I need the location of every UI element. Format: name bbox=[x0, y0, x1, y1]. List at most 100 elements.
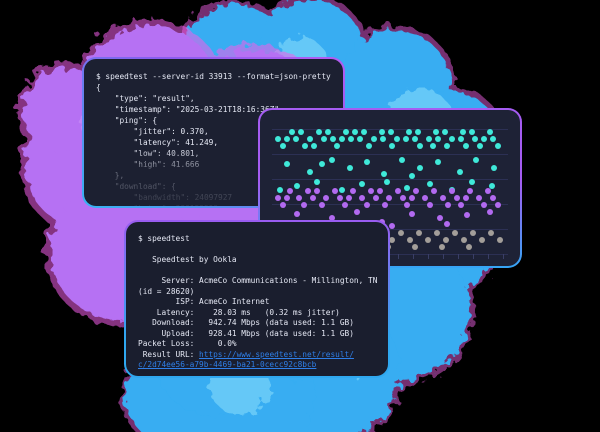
data-point-cyan-band bbox=[460, 129, 466, 135]
result-url-link[interactable]: https://www.speedtest.net/result/ bbox=[199, 349, 354, 359]
data-point-cyan-band bbox=[294, 183, 300, 189]
data-point-cyan-band bbox=[311, 143, 317, 149]
data-point-cyan-band bbox=[435, 136, 441, 142]
terminal-result-window: $ speedtest Speedtest by Ookla Server: A… bbox=[124, 220, 390, 378]
speedtest-title: Speedtest by Ookla bbox=[138, 255, 237, 264]
server-id-line: (id = 28620) bbox=[138, 286, 195, 296]
data-point-gray-band bbox=[479, 237, 485, 243]
data-point-purple-band bbox=[487, 209, 493, 215]
data-point-purple-band bbox=[431, 188, 437, 194]
data-point-cyan-band bbox=[384, 179, 390, 185]
data-point-cyan-band bbox=[469, 179, 475, 185]
data-point-purple-band bbox=[445, 202, 451, 208]
data-point-gray-band bbox=[416, 230, 422, 236]
data-point-cyan-band bbox=[457, 169, 463, 175]
axis-tick bbox=[503, 254, 504, 259]
terminal-output-line: "type": "result", bbox=[96, 94, 195, 103]
data-point-purple-band bbox=[382, 202, 388, 208]
data-point-cyan-band bbox=[352, 129, 358, 135]
data-point-cyan-band bbox=[325, 129, 331, 135]
axis-tick bbox=[488, 254, 489, 259]
data-point-purple-band bbox=[400, 195, 406, 201]
data-point-cyan-band bbox=[316, 129, 322, 135]
gridline bbox=[272, 204, 508, 205]
data-point-purple-band bbox=[280, 202, 286, 208]
gridline bbox=[272, 254, 508, 255]
data-point-cyan-band bbox=[307, 169, 313, 175]
data-point-purple-band bbox=[319, 202, 325, 208]
data-point-purple-band bbox=[444, 221, 450, 227]
data-point-purple-band bbox=[294, 211, 300, 217]
data-point-purple-band bbox=[409, 195, 415, 201]
data-point-cyan-band bbox=[364, 159, 370, 165]
data-point-cyan-band bbox=[321, 136, 327, 142]
data-point-purple-band bbox=[404, 202, 410, 208]
data-point-purple-band bbox=[314, 188, 320, 194]
terminal-output-line: "latency": 41.249, bbox=[96, 138, 219, 147]
data-point-cyan-band bbox=[489, 183, 495, 189]
terminal-output-line bbox=[138, 266, 380, 277]
data-point-cyan-band bbox=[430, 143, 436, 149]
data-point-cyan-band bbox=[330, 136, 336, 142]
data-point-cyan-band bbox=[379, 129, 385, 135]
data-point-cyan-band bbox=[404, 185, 410, 191]
data-point-purple-band bbox=[354, 209, 360, 215]
data-point-cyan-band bbox=[289, 129, 295, 135]
server-line: Server: AcmeCo Communications - Millingt… bbox=[138, 276, 378, 285]
data-point-purple-band bbox=[373, 195, 379, 201]
data-point-purple-band bbox=[389, 223, 395, 229]
data-point-purple-band bbox=[305, 188, 311, 194]
data-point-cyan-band bbox=[490, 136, 496, 142]
data-point-cyan-band bbox=[409, 173, 415, 179]
data-point-cyan-band bbox=[412, 136, 418, 142]
result-url-link-continued[interactable]: c/2d74ee56-a79b-4469-ba21-0cecc92c8bcb bbox=[138, 360, 317, 369]
strip-plot-window bbox=[258, 108, 522, 268]
data-point-cyan-band bbox=[284, 136, 290, 142]
terminal-output-line: "bandwidth": 24097927 bbox=[96, 193, 233, 202]
data-point-cyan-band bbox=[433, 129, 439, 135]
data-point-cyan-band bbox=[481, 136, 487, 142]
data-point-cyan-band bbox=[357, 136, 363, 142]
data-point-purple-band bbox=[287, 188, 293, 194]
data-point-cyan-band bbox=[495, 143, 501, 149]
data-point-cyan-band bbox=[366, 143, 372, 149]
data-point-cyan-band bbox=[298, 129, 304, 135]
data-point-purple-band bbox=[323, 195, 329, 201]
data-point-purple-band bbox=[437, 215, 443, 221]
download-line: Download: 942.74 Mbps (data used: 1.1 GB… bbox=[138, 318, 354, 327]
terminal-output-line: "download": { bbox=[96, 182, 176, 191]
data-point-purple-band bbox=[337, 195, 343, 201]
data-point-cyan-band bbox=[477, 143, 483, 149]
data-point-purple-band bbox=[284, 195, 290, 201]
latency-line: Latency: 28.03 ms (0.32 ms jitter) bbox=[138, 307, 340, 317]
terminal-result-body: $ speedtest Speedtest by Ookla Server: A… bbox=[126, 222, 388, 376]
data-point-cyan-band bbox=[339, 136, 345, 142]
data-point-cyan-band bbox=[388, 129, 394, 135]
data-point-cyan-band bbox=[415, 129, 421, 135]
terminal-output-line: { bbox=[96, 83, 101, 92]
data-point-purple-band bbox=[427, 202, 433, 208]
data-point-purple-band bbox=[495, 202, 501, 208]
axis-tick bbox=[398, 254, 399, 259]
data-point-purple-band bbox=[342, 202, 348, 208]
data-point-purple-band bbox=[458, 202, 464, 208]
packet-loss-line: Packet Loss: 0.0% bbox=[138, 339, 237, 348]
data-point-cyan-band bbox=[417, 165, 423, 171]
data-point-purple-band bbox=[329, 215, 335, 221]
result-url-line: Result URL: https://www.speedtest.net/re… bbox=[138, 350, 380, 361]
data-point-cyan-band bbox=[449, 136, 455, 142]
data-point-cyan-band bbox=[435, 159, 441, 165]
data-point-purple-band bbox=[310, 195, 316, 201]
data-point-cyan-band bbox=[380, 136, 386, 142]
data-point-gray-band bbox=[407, 237, 413, 243]
data-point-cyan-band bbox=[319, 161, 325, 167]
axis-tick bbox=[413, 254, 414, 259]
axis-tick bbox=[458, 254, 459, 259]
data-point-purple-band bbox=[275, 195, 281, 201]
data-point-purple-band bbox=[395, 188, 401, 194]
terminal-output-line: "ping": { bbox=[96, 116, 158, 125]
terminal-output-line: "timestamp": "2025-03-21T18:16:36Z", bbox=[96, 105, 284, 114]
terminal-command: $ speedtest bbox=[138, 234, 190, 243]
data-point-cyan-band bbox=[442, 129, 448, 135]
